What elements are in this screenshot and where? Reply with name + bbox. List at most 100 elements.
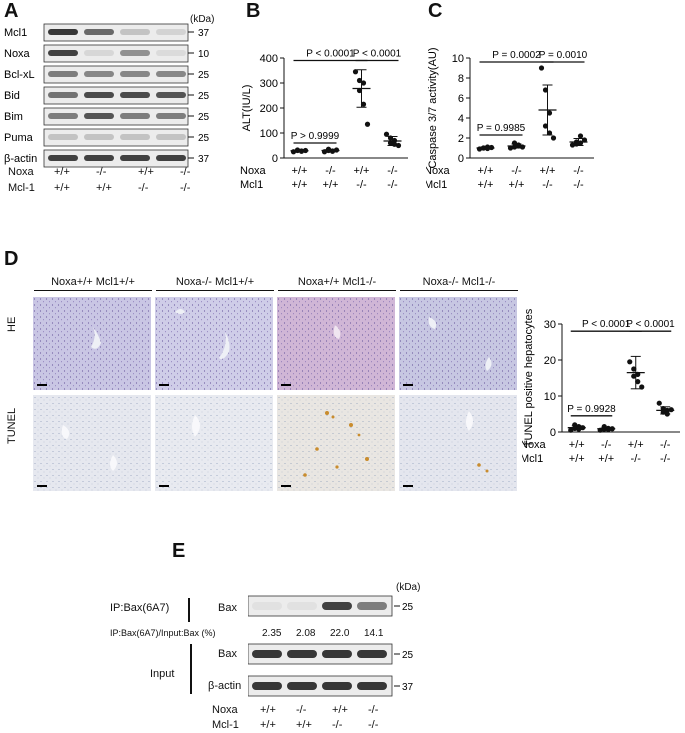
panel-e-genotype-mcl1-label: Mcl-1 (212, 719, 239, 731)
band-1-lane-0 (48, 50, 78, 56)
point-g1-0 (507, 145, 514, 151)
band-4-lane-3 (156, 113, 186, 119)
genotype-mcl1-label: Mcl1 (240, 179, 263, 191)
panel-letter-b: B (246, 0, 261, 22)
band-4-lane-0 (48, 113, 78, 119)
band-input-actin-lane-0 (252, 682, 282, 690)
point-g2-1 (356, 77, 363, 84)
y-tick-label-0: 0 (272, 153, 278, 165)
genotype-mcl1-3: -/- (387, 179, 398, 191)
genotype-mcl1-2: -/- (542, 179, 553, 191)
point-g3-0 (383, 131, 390, 137)
band-0-lane-3 (156, 29, 186, 35)
tunel-image-3 (277, 395, 395, 491)
genotype-mcl1-1: +/+ (323, 179, 339, 191)
kda-mark-1: 10 (198, 49, 210, 60)
panel-e-noxa-4: -/- (368, 704, 379, 716)
band-input-bax-lane-1 (287, 650, 317, 658)
band-4-lane-2 (120, 113, 150, 119)
band-0-lane-1 (84, 29, 114, 35)
band-input-bax-lane-0 (252, 650, 282, 658)
panel-e-ratio-1: 2.35 (262, 628, 282, 639)
kda-mark-ip-bax: 25 (402, 602, 414, 613)
y-tick-label-1: 100 (260, 128, 278, 140)
genotype-mcl1-2: -/- (631, 453, 642, 465)
band-input-actin-lane-2 (322, 682, 352, 690)
point-g2-3 (356, 87, 363, 94)
y-tick-label-2: 20 (544, 355, 556, 367)
genotype-noxa-0: +/+ (478, 165, 494, 177)
comparison-label-1: P < 0.0001 (306, 49, 355, 60)
genotype-noxa-1: -/- (325, 165, 336, 177)
panel-e-ratio-2: 2.08 (296, 628, 316, 639)
genotype-mcl1-4: -/- (180, 182, 191, 194)
band-1-lane-1 (84, 50, 114, 56)
band-2-lane-3 (156, 71, 186, 77)
band-6-lane-1 (84, 155, 114, 161)
point-g2-3 (542, 123, 549, 129)
point-g2-5 (550, 135, 557, 141)
band-3-lane-3 (156, 92, 186, 98)
histology-column-3: Noxa+/+ Mcl1-/- (278, 276, 396, 291)
tunel-image-4 (399, 395, 517, 491)
he-image-3 (277, 297, 395, 390)
histology-grid (33, 297, 517, 491)
band-label-0: Mcl1 (4, 27, 27, 39)
point-g2-1 (631, 366, 637, 372)
y-axis-label: TUNEL positive hepatocytes (523, 308, 535, 447)
band-input-actin-lane-1 (287, 682, 317, 690)
band-label-6: β-actin (4, 153, 37, 165)
he-image-1 (33, 297, 151, 390)
band-label-4: Bim (4, 111, 23, 123)
panel-letter-e: E (172, 540, 186, 562)
genotype-noxa-3: -/- (387, 165, 398, 177)
band-label-2: Bcl-xL (4, 69, 35, 81)
band-6-lane-0 (48, 155, 78, 161)
panel-e-actin-label: β-actin (208, 680, 242, 692)
panel-e-noxa-2: -/- (296, 704, 307, 716)
point-g3-0 (569, 142, 576, 148)
kda-mark-input-actin: 37 (402, 682, 414, 693)
genotype-mcl1-label: Mcl-1 (8, 182, 35, 194)
panel-e-ip-bax-label: Bax (218, 602, 237, 614)
kda-mark-input-bax: 25 (402, 650, 414, 661)
band-3-lane-0 (48, 92, 78, 98)
panel-a-kda-label: (kDa) (190, 14, 215, 25)
kda-mark-2: 25 (198, 70, 210, 81)
chart-alt: 0 100 200 300 400 ALT(IU/L) P > 0.9999 P < 0.00… (240, 49, 408, 191)
kda-mark-4: 25 (198, 112, 210, 123)
band-1-lane-2 (120, 50, 150, 56)
panel-a-blot-svg: Mcl1 37 Noxa 10 Bcl-xL 25 Bid 25 Bim 25 Puma 25 β-ac… (4, 23, 210, 168)
y-tick-label-2: 200 (260, 103, 278, 115)
genotype-mcl1-1: +/+ (598, 453, 614, 465)
y-tick-label-1: 10 (544, 391, 556, 403)
comparison-label-2: P < 0.0001 (353, 49, 402, 60)
point-g2-4 (635, 379, 641, 385)
point-g2-5 (364, 121, 371, 127)
histology-row-he: HE (6, 316, 18, 332)
band-input-bax-lane-3 (357, 650, 387, 658)
panel-a-genotype-table: Noxa Mcl-1 +/+ -/- +/+ -/- +/+ +/+ -/- -… (8, 166, 248, 202)
panel-d-histology: Noxa+/+ Mcl1+/+ Noxa-/- Mcl1+/+ Noxa+/+ … (0, 262, 520, 492)
panel-e-ip-bracket (188, 598, 190, 622)
genotype-mcl1-0: +/+ (292, 179, 308, 191)
genotype-mcl1-1: +/+ (54, 182, 70, 194)
genotype-mcl1-3: -/- (573, 179, 584, 191)
band-6-lane-2 (120, 155, 150, 161)
band-label-3: Bid (4, 90, 20, 102)
band-ip-bax-lane-0 (252, 602, 282, 610)
histology-column-1: Noxa+/+ Mcl1+/+ (34, 276, 152, 291)
y-tick-label-4: 400 (260, 53, 278, 65)
genotype-mcl1-3: -/- (138, 182, 149, 194)
y-tick-label-0: 0 (458, 153, 464, 165)
comparison-label-1: P = 0.0002 (492, 50, 541, 61)
comparison-label-0: P = 0.9985 (477, 123, 526, 134)
band-ip-bax-lane-1 (287, 602, 317, 610)
point-g2-2 (546, 110, 553, 116)
point-g2-2 (360, 80, 367, 86)
strip-input-bax (248, 643, 393, 665)
band-2-lane-2 (120, 71, 150, 77)
y-tick-label-3: 30 (544, 319, 556, 331)
y-tick-label-5: 10 (452, 53, 464, 65)
band-2-lane-0 (48, 71, 78, 77)
